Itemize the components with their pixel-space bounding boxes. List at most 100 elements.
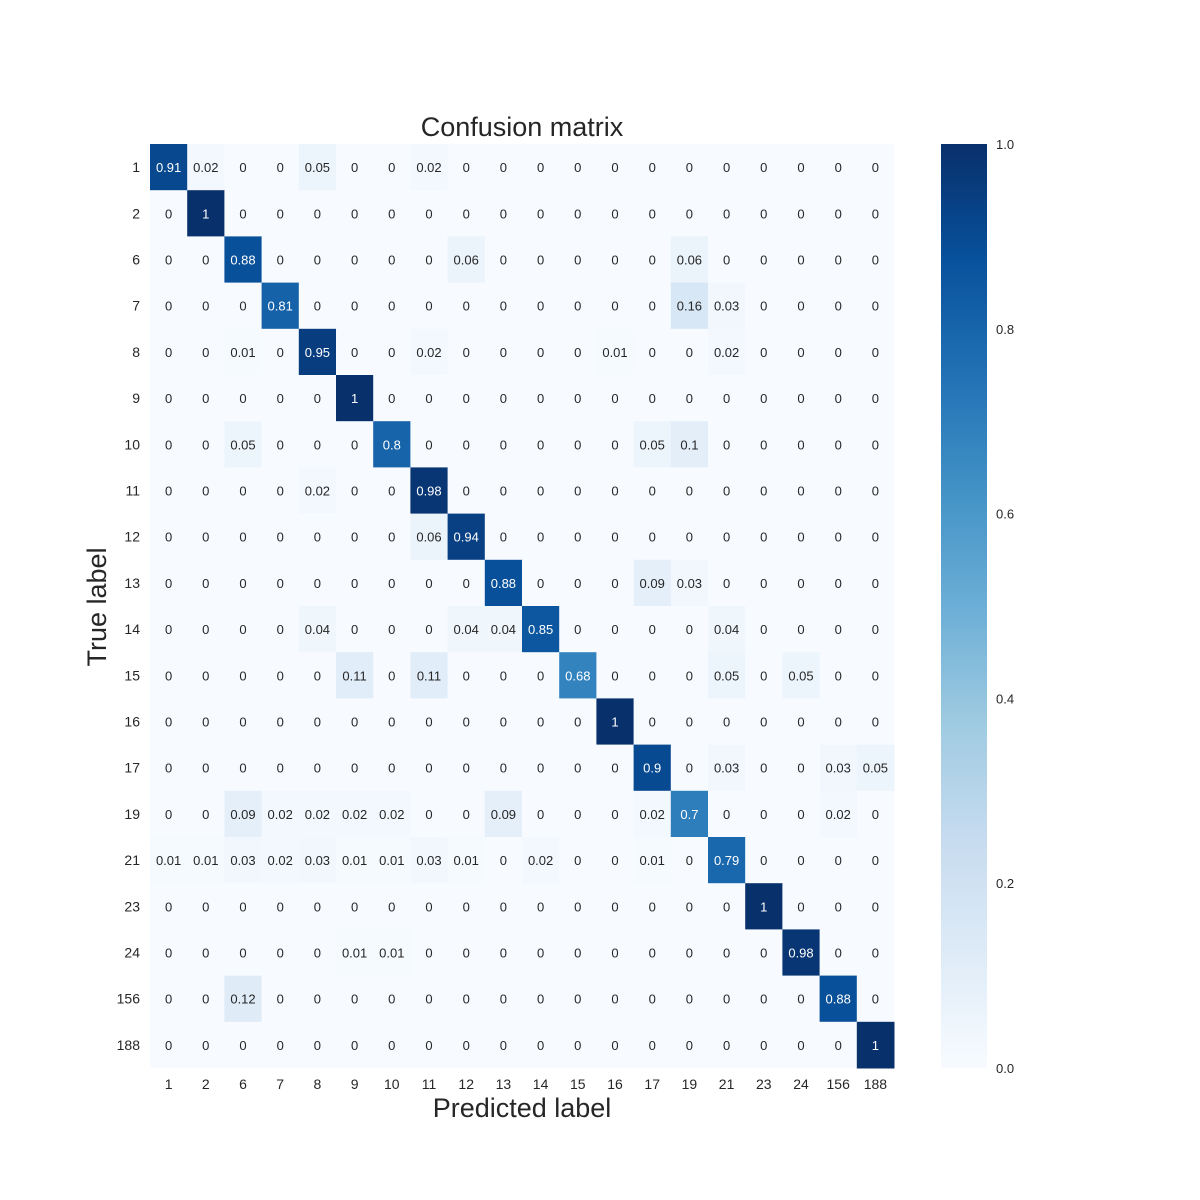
cell-value-label: 0 <box>500 715 507 730</box>
cell-value-label: 0 <box>611 576 618 591</box>
heatmap-cell <box>187 236 225 284</box>
heatmap-cell <box>336 698 374 746</box>
heatmap-cell <box>224 883 263 930</box>
heatmap-cell <box>298 375 337 422</box>
heatmap-cell <box>373 559 411 607</box>
heatmap-cell <box>261 467 300 515</box>
cell-value-label: 0 <box>537 391 544 406</box>
cell-value-label: 0 <box>835 899 842 914</box>
heatmap-cell <box>447 975 486 1023</box>
heatmap-cell <box>633 282 672 330</box>
heatmap-cell <box>336 421 374 468</box>
cell-value-label: 0.02 <box>640 807 665 822</box>
cell-value-label: 0 <box>314 1038 321 1053</box>
cell-value-label: 0 <box>760 622 767 637</box>
heatmap-cell <box>187 559 225 607</box>
heatmap-cell <box>150 606 188 653</box>
heatmap-cell <box>150 975 188 1023</box>
heatmap-cell <box>150 513 188 561</box>
heatmap-cell <box>745 744 783 792</box>
cell-value-label: 0 <box>425 761 432 776</box>
heatmap-cell <box>522 606 560 653</box>
cell-value-label: 0 <box>388 299 395 314</box>
cell-value-label: 0 <box>463 484 470 499</box>
cell-value-label: 0 <box>611 946 618 961</box>
heatmap-cell <box>819 837 858 884</box>
heatmap-cell <box>484 698 523 746</box>
cell-value-label: 0 <box>500 1038 507 1053</box>
cell-value-label: 0 <box>797 391 804 406</box>
cell-value-label: 0 <box>277 345 284 360</box>
heatmap-cell <box>522 328 560 376</box>
heatmap-cell <box>373 606 411 653</box>
cell-value-label: 0.11 <box>342 668 366 683</box>
cell-value-label: 0.03 <box>826 761 851 776</box>
heatmap-cell <box>708 375 746 422</box>
cell-value-label: 0 <box>760 1038 767 1053</box>
heatmap-cell <box>150 1021 188 1069</box>
heatmap-cell <box>856 467 895 515</box>
cell-value-label: 0.06 <box>416 530 441 545</box>
heatmap-cell <box>559 929 597 977</box>
cell-value-label: 0 <box>239 899 246 914</box>
y-tick-label: 17 <box>124 760 140 776</box>
heatmap-cell <box>708 929 746 977</box>
heatmap-cell <box>484 975 523 1023</box>
y-tick-label: 13 <box>124 575 140 591</box>
cell-value-label: 0 <box>463 715 470 730</box>
y-tick-label: 7 <box>132 298 140 314</box>
heatmap-cell <box>298 975 337 1023</box>
heatmap-cell <box>708 790 746 838</box>
heatmap-cell <box>819 883 858 930</box>
heatmap-cell <box>261 1021 300 1069</box>
heatmap-cell <box>298 1021 337 1069</box>
cell-value-label: 0 <box>574 622 581 637</box>
heatmap-cell <box>447 744 486 792</box>
cell-value-label: 1 <box>760 899 767 914</box>
cell-value-label: 0 <box>797 530 804 545</box>
cell-value-label: 0 <box>537 761 544 776</box>
heatmap-cell <box>336 883 374 930</box>
cell-value-label: 0 <box>351 484 358 499</box>
y-tick-label: 9 <box>132 390 140 406</box>
heatmap-cell <box>447 144 486 191</box>
heatmap-cell <box>522 790 560 838</box>
cell-value-label: 0 <box>872 899 879 914</box>
heatmap-cell <box>373 652 411 699</box>
cell-value-label: 0 <box>537 530 544 545</box>
cell-value-label: 0 <box>835 253 842 268</box>
cell-value-label: 0 <box>500 299 507 314</box>
heatmap-cell <box>596 975 635 1023</box>
cell-value-label: 0 <box>351 530 358 545</box>
heatmap-cell <box>782 421 821 468</box>
heatmap-cell <box>708 837 746 884</box>
cell-value-label: 0 <box>351 299 358 314</box>
heatmap-cell <box>745 929 783 977</box>
heatmap-cell <box>261 513 300 561</box>
cell-value-label: 0 <box>425 437 432 452</box>
heatmap-cell <box>447 559 486 607</box>
cell-value-label: 0 <box>574 391 581 406</box>
heatmap-cell <box>708 421 746 468</box>
cell-value-label: 0.01 <box>230 345 255 360</box>
heatmap-cell <box>298 559 337 607</box>
cell-value-label: 0 <box>835 668 842 683</box>
cell-value-label: 0.04 <box>454 622 479 637</box>
cell-value-label: 0 <box>425 622 432 637</box>
cell-value-label: 0 <box>760 807 767 822</box>
heatmap-cell <box>261 929 300 977</box>
x-tick-label: 156 <box>827 1076 851 1092</box>
heatmap-cell <box>224 606 263 653</box>
cell-value-label: 0 <box>611 761 618 776</box>
heatmap-cell <box>484 559 523 607</box>
heatmap-cell <box>670 1021 709 1069</box>
cell-value-label: 0 <box>835 622 842 637</box>
cell-value-label: 1 <box>202 206 209 221</box>
cell-value-label: 0 <box>835 437 842 452</box>
cell-value-label: 1 <box>872 1038 879 1053</box>
cell-value-label: 0.02 <box>416 160 441 175</box>
heatmap-cell <box>819 421 858 468</box>
cell-value-label: 0 <box>574 437 581 452</box>
cell-value-label: 0.09 <box>640 576 665 591</box>
x-tick-label: 13 <box>496 1076 512 1092</box>
